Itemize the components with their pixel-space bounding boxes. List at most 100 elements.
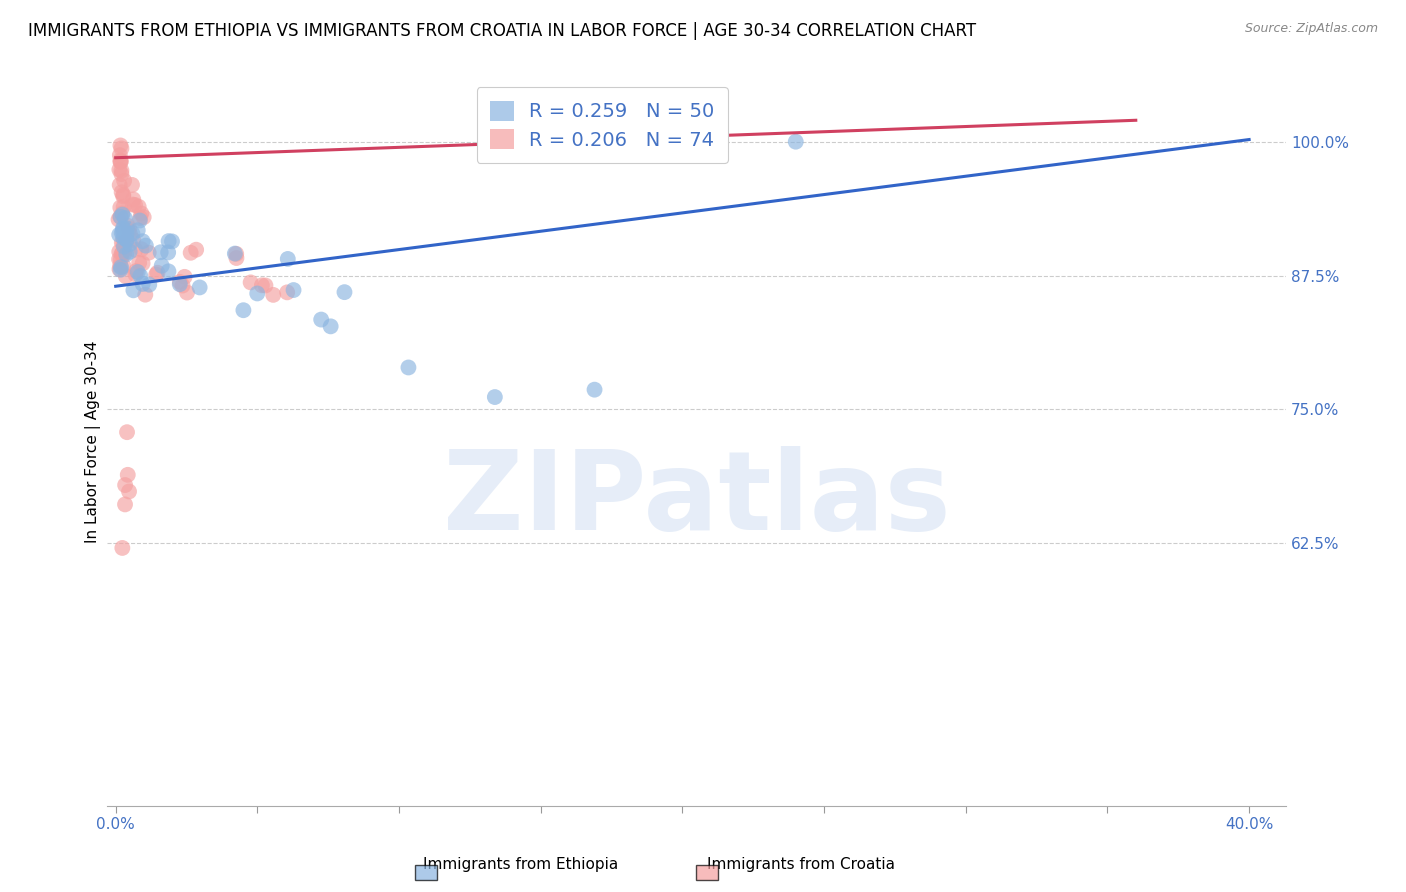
Point [110,153,132,168]
Point [138,245,160,260]
Point [131,234,153,248]
Point [128,256,150,270]
Point [117,219,139,233]
Point [110,210,132,224]
Point [115,234,138,248]
Y-axis label: In Labor Force | Age 30-34: In Labor Force | Age 30-34 [86,340,101,542]
Point [128,213,150,227]
Point [108,162,131,177]
Point [134,287,156,301]
Point [232,303,254,318]
Point [157,245,180,260]
Point [111,226,134,240]
Point [112,189,135,203]
Point [176,285,198,300]
Point [250,278,273,293]
Point [110,260,132,274]
Point [110,155,132,169]
Point [110,167,132,181]
Point [110,201,132,215]
Point [112,236,135,251]
Point [108,259,131,273]
Point [115,247,138,261]
Point [114,497,136,511]
Point [108,227,131,242]
Point [169,275,191,289]
Point [122,193,145,207]
Point [121,178,143,192]
Point [127,223,149,237]
Point [225,251,247,265]
Point [128,200,150,214]
Point [112,222,135,236]
Point [276,285,298,300]
Point [110,141,132,155]
Point [124,198,146,212]
Point [115,233,138,247]
Text: Source: ZipAtlas.com: Source: ZipAtlas.com [1244,22,1378,36]
Point [186,243,208,257]
Point [112,247,135,261]
Point [108,262,131,277]
Point [110,138,132,153]
Point [111,208,134,222]
Point [224,246,246,260]
Point [396,360,419,375]
Point [108,148,131,162]
Point [138,277,160,292]
Point [124,243,146,257]
Point [319,319,342,334]
Point [111,541,134,555]
Point [117,467,139,482]
Point [115,425,138,440]
Text: Immigrants from Croatia: Immigrants from Croatia [707,857,896,872]
Point [239,276,262,290]
Point [112,239,135,253]
Point [114,211,136,225]
Point [131,242,153,256]
Point [124,268,146,282]
Point [150,259,173,273]
Point [225,247,247,261]
Point [112,260,135,274]
Point [112,230,135,244]
Point [120,227,142,242]
Point [110,252,132,267]
Point [135,238,157,252]
Point [157,264,180,278]
Point [112,174,135,188]
Point [160,235,183,249]
Text: ZIPatlas: ZIPatlas [443,446,950,553]
Point [118,484,141,499]
Text: IMMIGRANTS FROM ETHIOPIA VS IMMIGRANTS FROM CROATIA IN LABOR FORCE | AGE 30-34 C: IMMIGRANTS FROM ETHIOPIA VS IMMIGRANTS F… [28,22,976,40]
Point [157,234,180,248]
Point [188,280,211,294]
Point [246,286,269,301]
Point [785,135,807,149]
Point [111,247,134,261]
Point [129,211,152,225]
Point [110,262,132,277]
Point [333,285,356,300]
Text: Immigrants from Ethiopia: Immigrants from Ethiopia [423,857,617,872]
Point [108,244,131,259]
Point [254,278,277,293]
Point [115,232,138,246]
Point [132,210,155,224]
Point [115,221,138,235]
Point [145,268,167,282]
Point [131,206,153,220]
Point [111,206,134,220]
Point [121,227,143,241]
Point [121,197,143,211]
Point [111,246,134,260]
Point [110,210,132,224]
Point [110,154,132,169]
Point [112,200,135,214]
Point [131,277,153,291]
Point [118,221,141,235]
Point [283,283,305,297]
Point [112,188,135,202]
Point [172,278,194,293]
Point [115,227,138,241]
